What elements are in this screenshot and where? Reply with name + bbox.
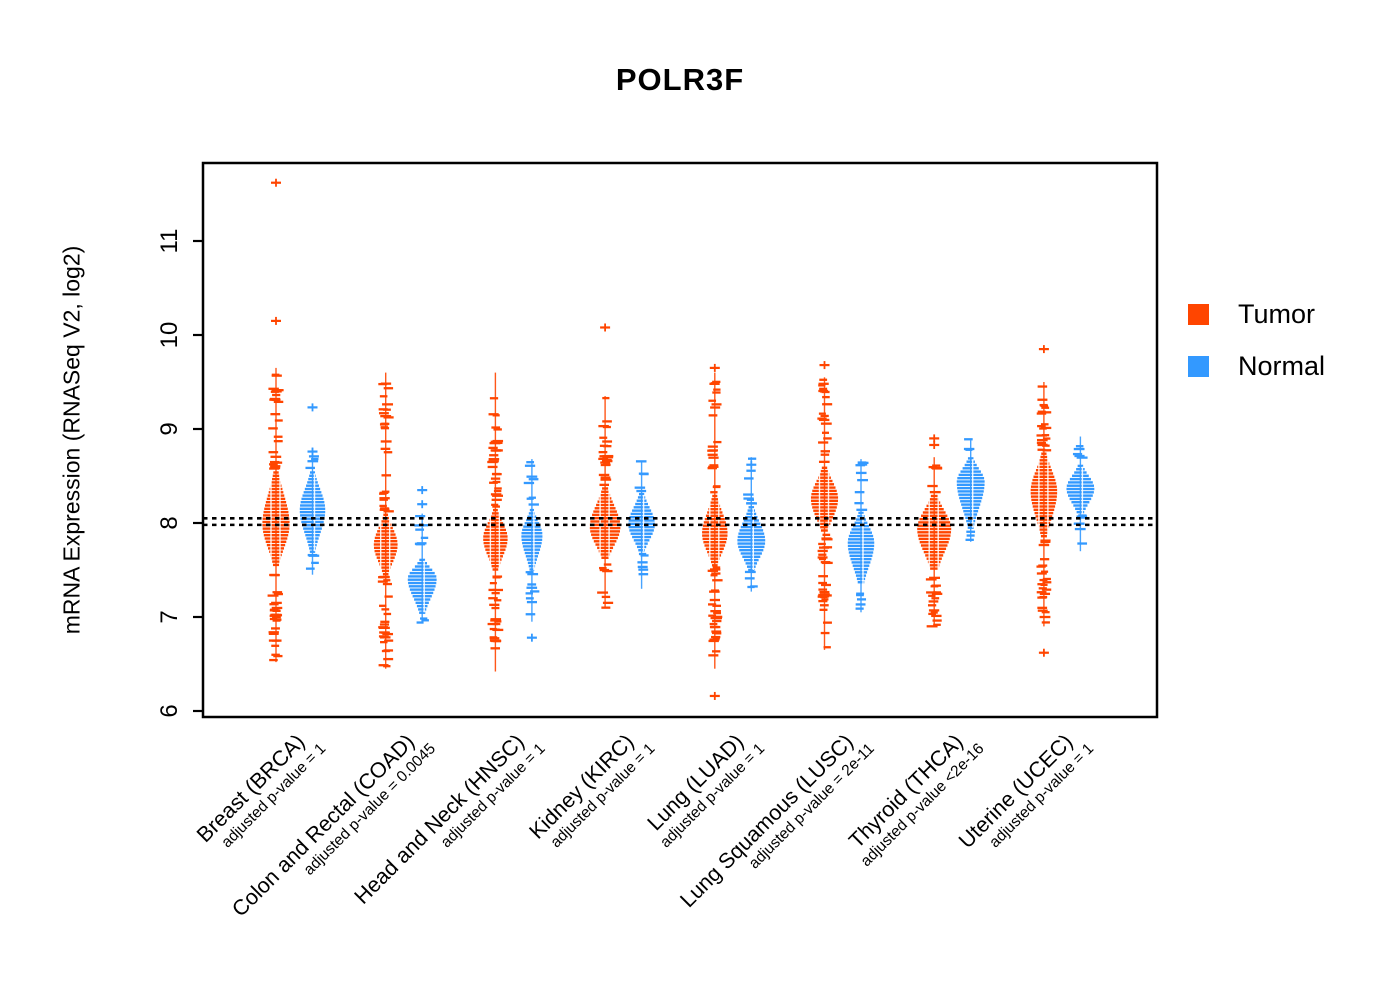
- plot-box: [201, 161, 1159, 719]
- violin-tumor-6: [917, 434, 952, 628]
- normal-swatch-icon: [1188, 356, 1209, 377]
- y-axis: 6 7 8 9 10 11: [156, 229, 203, 718]
- violin-normal-4: [737, 457, 766, 592]
- legend-row-tumor: Tumor: [1188, 299, 1325, 330]
- violin-normal-2: [521, 459, 543, 642]
- x-label-group: Colon and Rectal (COAD)adjusted p-value …: [227, 730, 439, 922]
- legend-tumor-label: Tumor: [1238, 299, 1316, 329]
- violin-tumor-2: [483, 372, 508, 672]
- y-tick-label: 6: [156, 704, 183, 717]
- y-tick-label: 10: [156, 322, 183, 349]
- violin-tumor-1: [373, 372, 398, 669]
- x-label-group: Lung Squamous (LUSC)adjusted p-value = 2…: [675, 730, 877, 913]
- y-tick-label: 11: [156, 229, 183, 254]
- x-label-name: Colon and Rectal (COAD): [227, 730, 419, 922]
- violin-tumor-7: [1030, 345, 1058, 657]
- legend-normal-label: Normal: [1238, 351, 1326, 381]
- violin-tumor-4: [702, 363, 728, 700]
- y-tick-label: 7: [156, 610, 183, 623]
- x-label-group: Kidney (KIRC)adjusted p-value = 1: [525, 730, 659, 852]
- tumor-swatch-icon: [1188, 304, 1209, 325]
- violin-normal-5: [847, 459, 875, 613]
- legend-row-normal: Normal: [1188, 351, 1325, 382]
- violin-normal-3: [628, 460, 655, 589]
- violin-strips: [262, 178, 1095, 700]
- violin-tumor-5: [810, 361, 839, 650]
- violin-normal-0: [299, 403, 326, 575]
- legend: Tumor Normal: [1188, 299, 1325, 403]
- y-tick-label: 8: [156, 516, 183, 529]
- page-title: POLR3F: [615, 62, 745, 97]
- y-tick-label: 9: [156, 422, 183, 435]
- violin-tumor-3: [589, 323, 621, 609]
- violin-normal-1: [407, 486, 437, 624]
- violin-normal-6: [956, 438, 985, 542]
- violin-tumor-0: [262, 178, 290, 663]
- violin-normal-7: [1066, 436, 1095, 552]
